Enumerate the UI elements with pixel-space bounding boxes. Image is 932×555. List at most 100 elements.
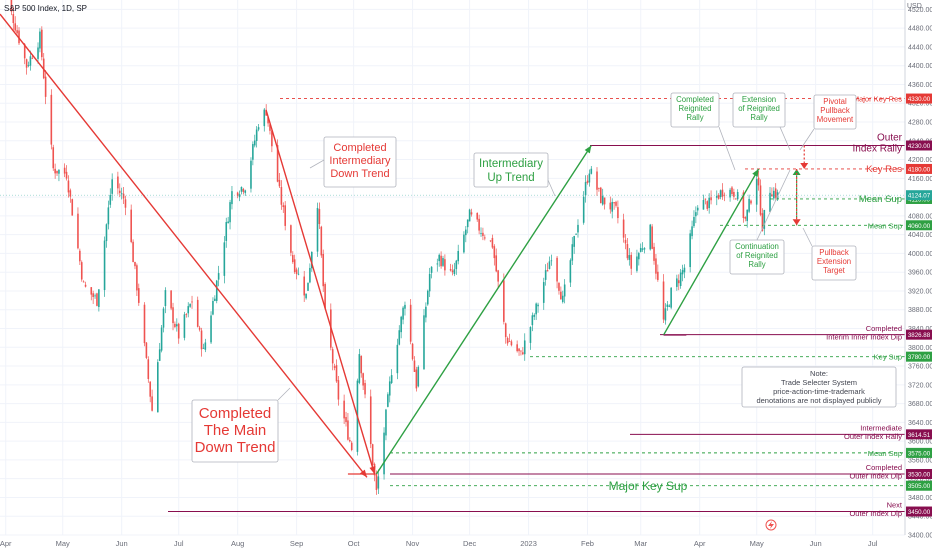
current-price-tag-label: 4124.07 — [908, 193, 931, 200]
candle-body — [69, 190, 72, 197]
candle-body — [200, 330, 203, 350]
candle-body — [290, 225, 292, 253]
candle-body — [257, 127, 260, 130]
candle-body — [729, 189, 731, 198]
candle-body — [590, 168, 593, 174]
candle-body — [238, 194, 241, 198]
candle-body — [468, 209, 471, 222]
candle-body — [444, 259, 446, 271]
candle-body — [236, 192, 239, 196]
level-label: Key Sup — [874, 353, 902, 362]
candle-body — [615, 201, 617, 206]
candle-body — [335, 365, 338, 382]
intermediary-up-trend-callout-box — [473, 152, 549, 188]
candle-body — [755, 179, 758, 205]
candle-body — [748, 198, 750, 212]
candle-body — [217, 273, 220, 280]
candle-body — [668, 305, 671, 307]
candle-body — [225, 222, 228, 241]
x-tick-label: May — [750, 539, 764, 548]
candle-body — [537, 304, 539, 307]
candle-body — [229, 202, 231, 223]
y-tick-label: 3760.00 — [908, 364, 932, 371]
x-tick-label: Jul — [868, 539, 878, 548]
projection-arrow-down-arrowhead — [800, 162, 809, 169]
candle-body — [696, 207, 699, 211]
x-tick-label: Jun — [810, 539, 822, 548]
candle-body — [176, 324, 178, 327]
candle-body — [438, 254, 440, 262]
candle-body — [278, 179, 281, 187]
candle-body — [759, 185, 762, 215]
candle-body — [717, 195, 720, 199]
candle-body — [350, 442, 353, 451]
candle-body — [681, 270, 684, 275]
x-tick-label: Apr — [0, 539, 12, 548]
intermediary-down-trend-callout: Completed Intermediary Down Trend — [329, 142, 391, 180]
candle-body — [324, 283, 326, 309]
price-tag-label: 3614.51 — [908, 432, 931, 439]
candle-body — [603, 197, 606, 205]
x-tick-label: Mar — [634, 539, 647, 548]
main-down-trend-callout-box — [191, 399, 279, 463]
price-tag-label: 3780.00 — [908, 354, 931, 361]
x-tick-label: May — [56, 539, 70, 548]
candle-body — [143, 304, 146, 344]
price-tag — [906, 351, 932, 362]
candle-body — [556, 257, 558, 282]
candle-body — [573, 236, 575, 247]
main-down-trend-callout-leader — [277, 387, 291, 401]
candle-body — [280, 186, 283, 205]
candle-body — [504, 323, 507, 338]
y-tick-label: 4200.00 — [908, 157, 932, 164]
candle-body — [704, 198, 707, 200]
candle-body — [231, 191, 233, 205]
y-tick-label: 3800.00 — [908, 345, 932, 352]
candle-body — [609, 202, 612, 210]
candle-body — [103, 240, 106, 291]
candle-body — [613, 202, 615, 204]
candle-body — [639, 247, 642, 252]
flash-icon[interactable] — [765, 519, 777, 531]
candle-body — [702, 199, 705, 210]
symbol-header[interactable]: S&P 500 Index, 1D, SP — [4, 4, 88, 13]
y-tick-label: 3480.00 — [908, 495, 932, 502]
pullback-extension-callout: Pullback Extension Target — [817, 248, 851, 275]
candle-body — [516, 344, 518, 352]
candle-body — [14, 23, 17, 31]
candle-body — [297, 273, 300, 275]
flash-icon-bolt[interactable] — [768, 521, 774, 529]
candle-body — [476, 212, 479, 220]
candle-body — [118, 190, 121, 193]
candle-body — [569, 260, 572, 283]
price-tag — [906, 480, 932, 491]
candle-body — [466, 219, 469, 228]
currency-label: USD — [907, 3, 922, 10]
x-tick-label: Sep — [290, 539, 303, 548]
candle-body — [255, 129, 258, 141]
candle-body — [369, 396, 372, 445]
price-tag-label: 3505.00 — [908, 483, 931, 490]
candle-body — [400, 316, 402, 333]
candle-body — [227, 221, 229, 224]
price-tag-label: 4180.00 — [908, 166, 931, 173]
reignited-rally-trend-line — [662, 168, 760, 336]
candle-body — [162, 308, 165, 328]
candle-body — [695, 212, 697, 217]
candle-body — [132, 241, 134, 263]
candle-body — [253, 140, 256, 146]
y-tick-label: 4280.00 — [908, 120, 932, 127]
candle-body — [531, 315, 534, 326]
candle-body — [413, 360, 416, 373]
price-tag-label: 4230.00 — [908, 143, 931, 150]
candle-body — [309, 267, 311, 283]
candle-body — [215, 280, 218, 301]
candle-body — [691, 226, 693, 237]
major-key-sup-label: Major Key Sup — [609, 479, 688, 493]
extension-callout-leader — [779, 126, 791, 151]
y-tick-label: 3520.00 — [908, 476, 932, 483]
candle-body — [122, 193, 125, 199]
candle-body — [387, 394, 389, 407]
reignited-rally-callout: Completed Reignited Rally — [676, 95, 714, 122]
candle-body — [630, 254, 633, 269]
